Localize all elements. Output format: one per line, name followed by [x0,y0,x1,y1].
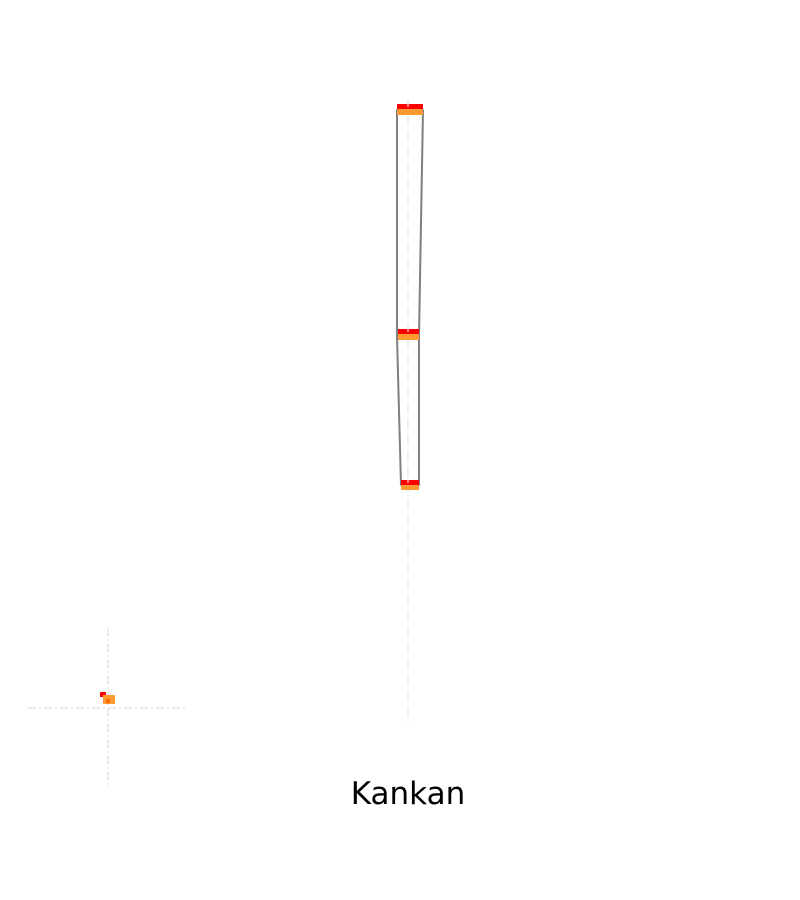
outline-shape [396,109,424,486]
marker-bottom [401,480,419,490]
marker-top [397,104,423,115]
shape-caption: Kankan [350,776,466,812]
locator-marker [100,692,115,704]
locator-inset [28,628,188,788]
marker-middle [398,329,419,340]
